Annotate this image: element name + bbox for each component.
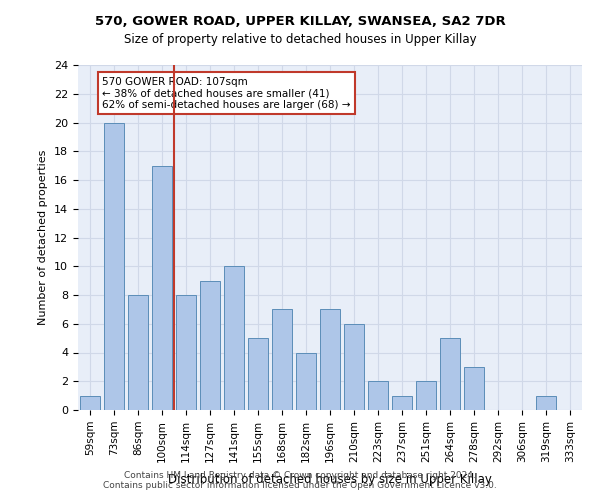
Bar (536, 396, 556, 410)
Bar (392, 396, 412, 410)
Text: Contains HM Land Registry data © Crown copyright and database right 2024.
Contai: Contains HM Land Registry data © Crown c… (103, 470, 497, 490)
Bar (416, 381, 436, 410)
Bar (272, 310, 292, 410)
Text: 570, GOWER ROAD, UPPER KILLAY, SWANSEA, SA2 7DR: 570, GOWER ROAD, UPPER KILLAY, SWANSEA, … (95, 15, 505, 28)
Bar (344, 324, 364, 410)
Bar (320, 310, 340, 410)
Bar (152, 166, 172, 410)
Bar (80, 396, 100, 410)
Bar (176, 295, 196, 410)
Y-axis label: Number of detached properties: Number of detached properties (38, 150, 49, 325)
Text: Size of property relative to detached houses in Upper Killay: Size of property relative to detached ho… (124, 32, 476, 46)
Bar (368, 381, 388, 410)
Text: 570 GOWER ROAD: 107sqm
← 38% of detached houses are smaller (41)
62% of semi-det: 570 GOWER ROAD: 107sqm ← 38% of detached… (102, 76, 350, 110)
Bar (296, 352, 316, 410)
Bar (440, 338, 460, 410)
Bar (464, 367, 484, 410)
Bar (200, 280, 220, 410)
Bar (224, 266, 244, 410)
Bar (128, 295, 148, 410)
X-axis label: Distribution of detached houses by size in Upper Killay: Distribution of detached houses by size … (168, 473, 492, 486)
Bar (104, 122, 124, 410)
Bar (248, 338, 268, 410)
